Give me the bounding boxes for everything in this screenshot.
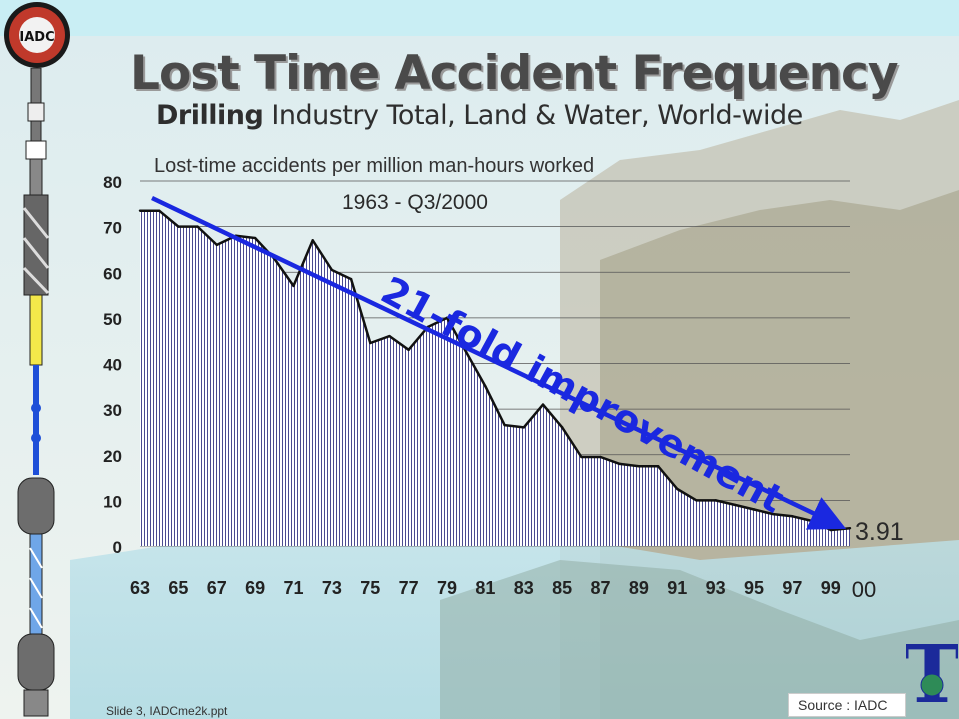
data-point <box>752 508 756 511</box>
data-point <box>580 455 583 459</box>
data-point <box>599 455 602 459</box>
data-point <box>637 464 641 468</box>
data-point <box>541 403 545 406</box>
t-logo: T <box>906 630 958 719</box>
slide-subtitle: Drilling Industry Total, Land & Water, W… <box>156 100 916 131</box>
x-tick-label-last: 00 <box>852 577 876 602</box>
x-tick-label: 67 <box>207 578 227 598</box>
accident-line <box>140 209 851 532</box>
data-point <box>848 526 852 530</box>
x-tick-label: 89 <box>629 578 649 598</box>
slide-title: Lost Time Accident Frequency <box>130 46 899 101</box>
data-point <box>676 487 679 491</box>
data-point <box>138 209 142 212</box>
data-point <box>215 243 218 247</box>
data-point <box>560 426 564 429</box>
y-tick-label: 0 <box>113 538 122 557</box>
x-tick-label: 79 <box>437 578 457 598</box>
iadc-logo: IADC <box>4 2 70 68</box>
y-tick-label: 60 <box>103 264 122 283</box>
date-range-label: 1963 - Q3/2000 <box>342 191 488 214</box>
data-point <box>292 284 295 288</box>
x-tick-label: 95 <box>744 578 764 598</box>
data-point <box>484 385 487 388</box>
data-point <box>695 499 698 502</box>
subtitle-bold: Drilling <box>156 100 264 131</box>
data-point <box>311 239 314 242</box>
accident-area <box>140 210 850 546</box>
x-tick-label: 83 <box>514 578 534 598</box>
chart-title: Lost-time accidents per million man-hour… <box>154 155 595 177</box>
data-point <box>407 348 410 352</box>
drill-string-graphic <box>17 68 55 717</box>
data-point <box>369 341 372 345</box>
data-point <box>618 462 621 466</box>
data-point <box>714 499 717 502</box>
x-tick-label: 63 <box>130 578 150 598</box>
x-tick-label: 91 <box>667 578 687 598</box>
data-point <box>733 503 737 507</box>
x-tick-label: 99 <box>821 578 841 598</box>
x-tick-label: 71 <box>283 578 303 598</box>
data-point <box>522 426 525 429</box>
data-point <box>791 515 794 518</box>
x-tick-label: 73 <box>322 578 342 598</box>
data-point <box>810 519 813 523</box>
x-tick-label: 65 <box>168 578 188 598</box>
logo-text: IADC <box>19 30 54 45</box>
y-tick-label: 10 <box>103 492 122 511</box>
x-tick-label: 75 <box>360 578 380 598</box>
y-tick-label: 40 <box>103 356 122 375</box>
data-point <box>349 277 353 281</box>
trend-arrow <box>151 195 847 530</box>
data-point <box>196 225 199 228</box>
data-point <box>330 268 334 272</box>
last-value-label: 3.91 <box>855 518 904 546</box>
x-tick-label: 85 <box>552 578 572 598</box>
data-point <box>503 423 506 427</box>
y-tick-label: 70 <box>103 219 122 238</box>
data-point <box>465 350 468 354</box>
subtitle-rest: Industry Total, Land & Water, World-wide <box>263 100 803 131</box>
x-tick-label: 87 <box>591 578 611 598</box>
x-tick-label: 81 <box>475 578 495 598</box>
x-tick-label: 93 <box>706 578 726 598</box>
y-tick-label: 50 <box>103 310 122 329</box>
source-label: Source : IADC <box>788 693 906 717</box>
data-point <box>829 528 833 532</box>
data-point <box>388 334 391 338</box>
data-point <box>656 464 660 468</box>
y-tick-label: 20 <box>103 447 122 466</box>
data-point <box>253 236 257 240</box>
x-tick-label: 97 <box>782 578 802 598</box>
y-tick-label: 30 <box>103 401 122 420</box>
slide-footer: Slide 3, IADCme2k.ppt <box>106 704 228 718</box>
x-tick-label: 77 <box>399 578 419 598</box>
data-point <box>445 316 449 320</box>
data-point <box>177 225 180 228</box>
x-tick-label: 69 <box>245 578 265 598</box>
y-tick-label: 80 <box>103 173 122 192</box>
data-point <box>157 209 161 212</box>
data-point <box>772 512 775 516</box>
